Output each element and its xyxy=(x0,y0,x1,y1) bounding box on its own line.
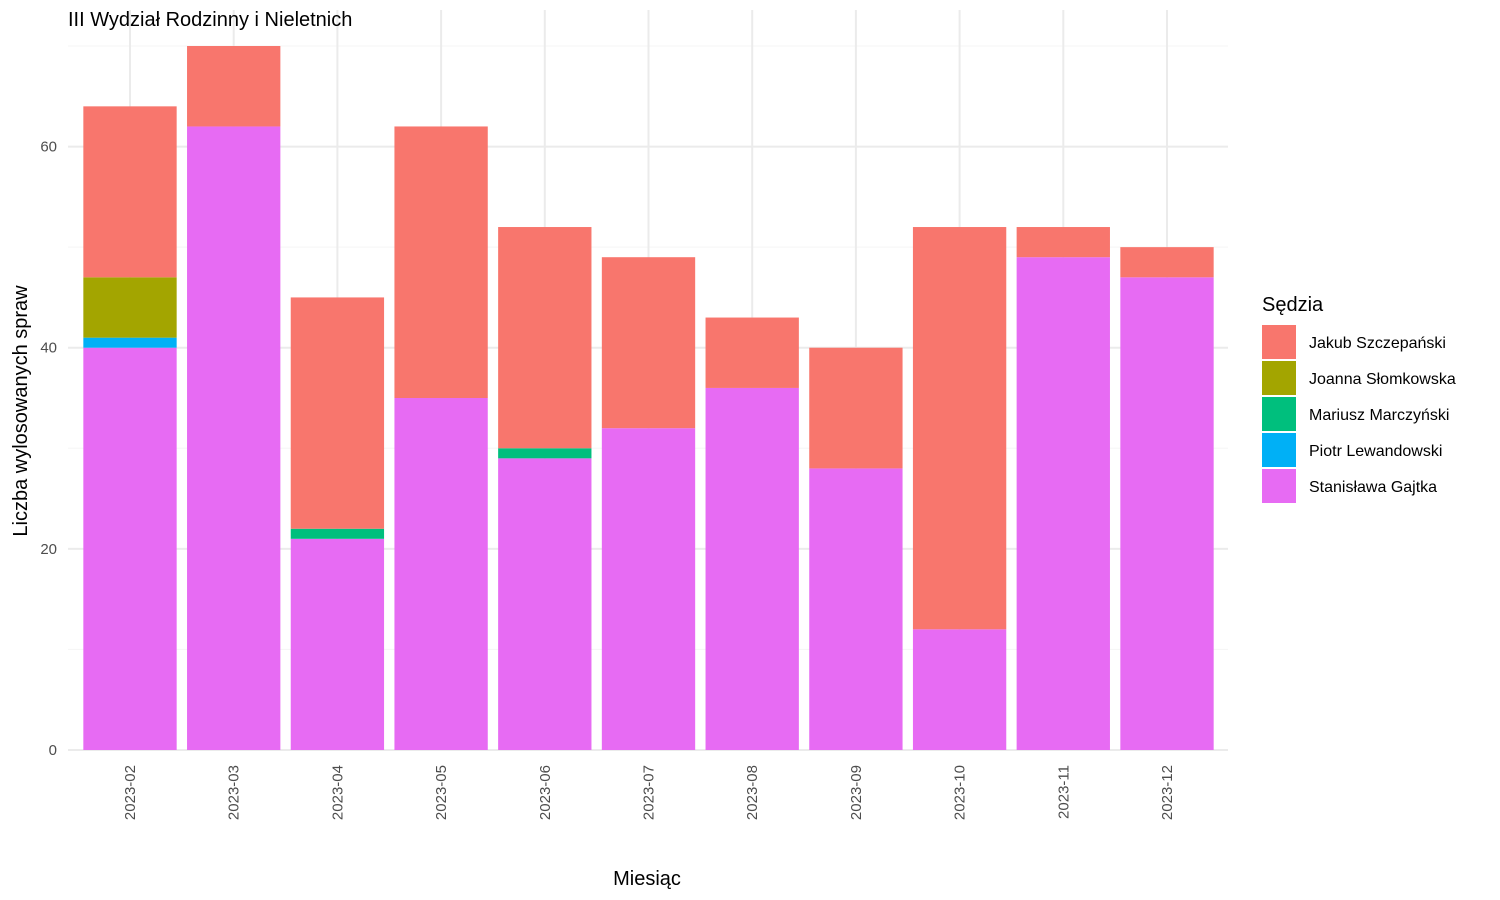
x-axis-title: Miesiąc xyxy=(613,868,681,890)
bar-segment xyxy=(498,458,592,750)
legend-label: Mariusz Marczyński xyxy=(1309,407,1449,424)
x-tick-label: 2023-09 xyxy=(848,765,865,820)
y-axis-ticks: 0 20 40 60 xyxy=(40,139,57,759)
bar-segment xyxy=(1120,247,1214,278)
bar-segment xyxy=(83,337,177,348)
x-tick-label: 2023-06 xyxy=(537,765,554,820)
x-tick-label: 2023-02 xyxy=(122,765,139,820)
bar-segment xyxy=(290,297,385,529)
x-axis-ticks: 2023-02 2023-03 2023-04 2023-05 2023-06 2023-… xyxy=(122,765,1176,820)
bar-segment xyxy=(809,468,903,750)
bar-segment xyxy=(187,46,281,127)
bar-segment xyxy=(601,257,696,429)
y-tick-label: 0 xyxy=(49,742,57,759)
x-tick-label: 2023-04 xyxy=(329,765,346,820)
bar-segment xyxy=(83,347,177,750)
bar-segment xyxy=(394,398,488,750)
x-tick-label: 2023-08 xyxy=(744,765,761,820)
bar-segment xyxy=(290,538,385,750)
legend-swatch xyxy=(1262,397,1296,431)
bar-segment xyxy=(705,387,799,750)
legend-label: Piotr Lewandowski xyxy=(1309,443,1442,460)
bar-segment xyxy=(1120,277,1214,750)
chart-title: III Wydział Rodzinny i Nieletnich xyxy=(68,9,352,31)
legend-swatch xyxy=(1262,361,1296,395)
x-tick-label: 2023-12 xyxy=(1159,765,1176,820)
bar-segment xyxy=(601,428,696,750)
legend-swatch xyxy=(1262,433,1296,467)
legend-title: Sędzia xyxy=(1262,294,1324,316)
bar-segment xyxy=(187,126,281,750)
bar-segment xyxy=(705,317,799,388)
legend-label: Jakub Szczepański xyxy=(1309,335,1446,352)
bar-segment xyxy=(1016,257,1110,750)
x-tick-label: 2023-03 xyxy=(226,765,243,820)
bar-segment xyxy=(912,227,1007,630)
bar-segment xyxy=(83,106,177,278)
bar-segment xyxy=(83,277,177,338)
legend-label: Joanna Słomkowska xyxy=(1309,371,1456,388)
x-tick-label: 2023-10 xyxy=(952,765,969,820)
bar-segment xyxy=(809,347,903,469)
legend-swatch xyxy=(1262,325,1296,359)
bar-segment xyxy=(498,227,592,449)
legend: Sędzia Jakub Szczepański Joanna Słomkowsk… xyxy=(1262,294,1456,503)
y-axis-title: Liczba wylosowanych spraw xyxy=(10,285,32,537)
y-tick-label: 60 xyxy=(40,139,57,156)
bar-segment xyxy=(912,629,1007,750)
x-tick-label: 2023-05 xyxy=(433,765,450,820)
bars xyxy=(83,46,1214,750)
x-tick-label: 2023-11 xyxy=(1055,765,1072,819)
bar-segment xyxy=(1016,227,1110,258)
legend-swatch xyxy=(1262,469,1296,503)
x-tick-label: 2023-07 xyxy=(641,765,658,820)
bar-segment xyxy=(290,528,385,539)
bar-segment xyxy=(498,448,592,459)
y-tick-label: 40 xyxy=(40,340,57,357)
y-tick-label: 20 xyxy=(40,541,57,558)
bar-segment xyxy=(394,126,488,398)
legend-items: Jakub Szczepański Joanna Słomkowska Marius… xyxy=(1262,325,1456,503)
legend-label: Stanisława Gajtka xyxy=(1309,479,1437,496)
